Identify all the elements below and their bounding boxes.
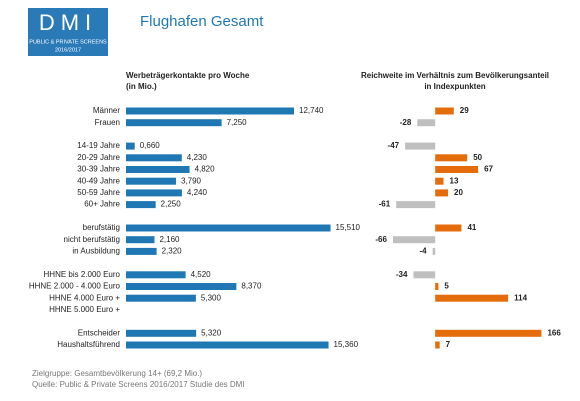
- value-label: 13: [450, 176, 459, 185]
- value-label: 8,370: [241, 282, 262, 291]
- value-label: 20: [454, 188, 463, 197]
- footnote: Quelle: Public & Private Screens 2016/20…: [32, 380, 245, 389]
- category-label: 14-19 Jahre: [77, 141, 120, 150]
- value-label: -28: [400, 118, 412, 127]
- logo-box: [28, 8, 108, 56]
- value-label: 50: [473, 153, 482, 162]
- bar: [435, 107, 454, 115]
- value-label: 0,660: [140, 141, 161, 150]
- bar: [435, 154, 468, 162]
- category-label: nicht berufstätig: [64, 235, 120, 244]
- bar: [435, 341, 440, 349]
- value-label: 41: [467, 223, 476, 232]
- bar: [435, 224, 462, 232]
- category-label: 50-59 Jahre: [77, 188, 120, 197]
- value-label: -61: [379, 200, 391, 209]
- category-label: HHNE 2.000 - 4.000 Euro: [29, 282, 121, 291]
- chart-title: Reichweite im Verhältnis zum Bevölkerung…: [361, 71, 549, 80]
- value-label: 166: [547, 328, 561, 337]
- value-label: 4,240: [187, 188, 208, 197]
- value-label: 4,820: [195, 165, 216, 174]
- value-label: 2,250: [161, 200, 182, 209]
- bar: [126, 154, 182, 162]
- value-label: 15,360: [334, 340, 359, 349]
- value-label: 12,740: [299, 106, 324, 115]
- category-label: Entscheider: [78, 328, 121, 337]
- bar: [126, 119, 222, 127]
- footnote: Zielgruppe: Gesamtbevölkerung 14+ (69,2 …: [32, 369, 202, 378]
- bar: [435, 189, 448, 197]
- bar: [396, 201, 436, 209]
- value-label: 114: [514, 293, 527, 302]
- logo-line: 2016/2017: [55, 47, 81, 53]
- category-label: 60+ Jahre: [84, 200, 120, 209]
- chart-title: Werbeträgerkontakte pro Woche: [126, 71, 250, 80]
- value-label: 15,510: [336, 223, 361, 232]
- value-label: 7,250: [227, 118, 248, 127]
- category-label: berufstätig: [83, 223, 120, 232]
- value-label: 3,790: [181, 176, 202, 185]
- value-label: 67: [484, 165, 493, 174]
- value-label: 4,520: [191, 270, 212, 279]
- title: Flughafen Gesamt: [140, 13, 264, 30]
- bar: [435, 177, 444, 185]
- bar: [126, 177, 176, 185]
- bar: [126, 166, 190, 173]
- value-label: 7: [446, 340, 451, 349]
- bar: [392, 236, 436, 244]
- category-label: in Ausbildung: [72, 247, 120, 256]
- value-label: -4: [420, 247, 428, 256]
- bar: [435, 283, 439, 290]
- value-label: 5,320: [201, 328, 222, 337]
- category-label: 20-29 Jahre: [77, 153, 120, 162]
- bar: [417, 119, 436, 127]
- value-label: 2,160: [159, 235, 180, 244]
- bar: [126, 329, 197, 337]
- category-label: HHNE bis 2.000 Euro: [44, 270, 121, 279]
- value-label: 2,320: [162, 247, 183, 256]
- chart-subtitle: (in Mio.): [126, 82, 157, 91]
- bar: [126, 189, 182, 197]
- category-label: HHNE 4.000 Euro +: [49, 293, 120, 302]
- value-label: 4,230: [187, 153, 208, 162]
- chart-subtitle: in Indexpunkten: [424, 82, 485, 91]
- value-label: -34: [396, 270, 408, 279]
- bar: [432, 247, 436, 255]
- category-label: Haushaltsführend: [57, 340, 120, 349]
- category-label: 40-49 Jahre: [77, 176, 120, 185]
- bar: [126, 236, 155, 244]
- bar: [126, 107, 295, 115]
- bar: [435, 329, 542, 337]
- bar: [435, 166, 479, 173]
- value-label: -66: [375, 235, 387, 244]
- bar: [126, 283, 237, 290]
- category-label: Männer: [93, 106, 120, 115]
- category-label: Frauen: [95, 118, 120, 127]
- category-label: 30-39 Jahre: [77, 165, 120, 174]
- bar: [126, 142, 135, 150]
- value-label: -47: [388, 141, 400, 150]
- value-label: 29: [460, 106, 469, 115]
- value-label: 5,300: [201, 293, 222, 302]
- bar: [126, 247, 157, 255]
- bar: [413, 271, 436, 279]
- bar: [126, 271, 186, 279]
- bar: [126, 201, 156, 209]
- value-label: 5: [444, 282, 449, 291]
- category-label: HHNE 5.000 Euro +: [49, 305, 120, 314]
- logo-line: PUBLIC & PRIVATE SCREENS: [29, 39, 107, 45]
- bar: [435, 294, 509, 302]
- bar: [126, 341, 329, 349]
- bar: [126, 224, 331, 232]
- bar: [405, 142, 436, 150]
- bar: [126, 294, 196, 302]
- logo: DMI: [39, 10, 97, 35]
